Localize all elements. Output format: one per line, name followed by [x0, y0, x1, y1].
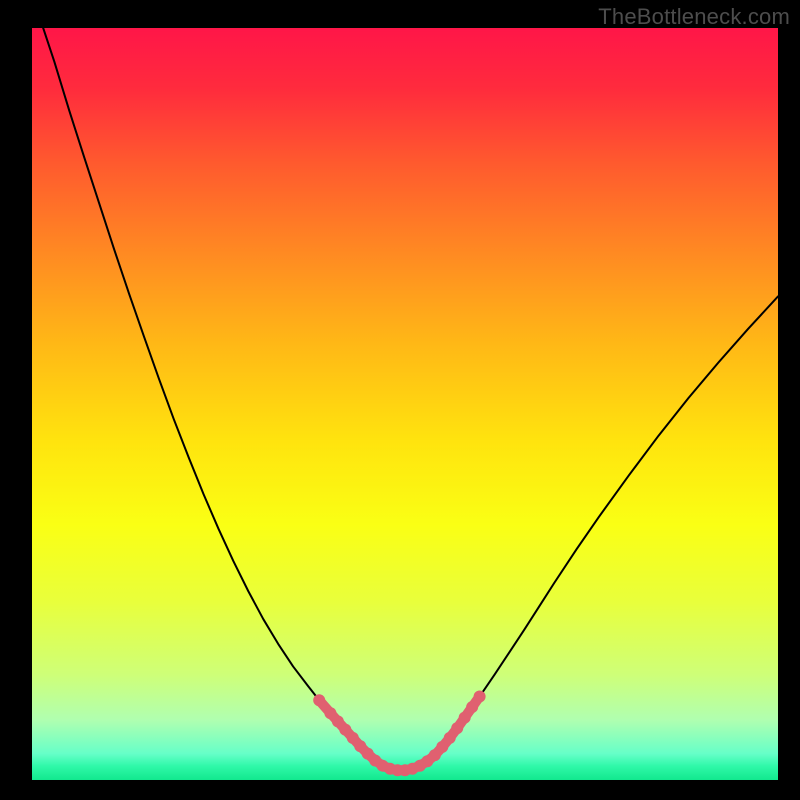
highlight-marker	[466, 701, 478, 713]
watermark-text: TheBottleneck.com	[598, 4, 790, 30]
highlight-marker	[313, 694, 325, 706]
highlight-marker	[444, 732, 456, 744]
highlight-marker	[459, 712, 471, 724]
highlight-marker	[474, 691, 486, 703]
chart-svg	[32, 28, 778, 780]
gradient-background	[32, 28, 778, 780]
plot-area	[32, 28, 778, 780]
highlight-marker	[451, 722, 463, 734]
chart-frame: TheBottleneck.com	[0, 0, 800, 800]
